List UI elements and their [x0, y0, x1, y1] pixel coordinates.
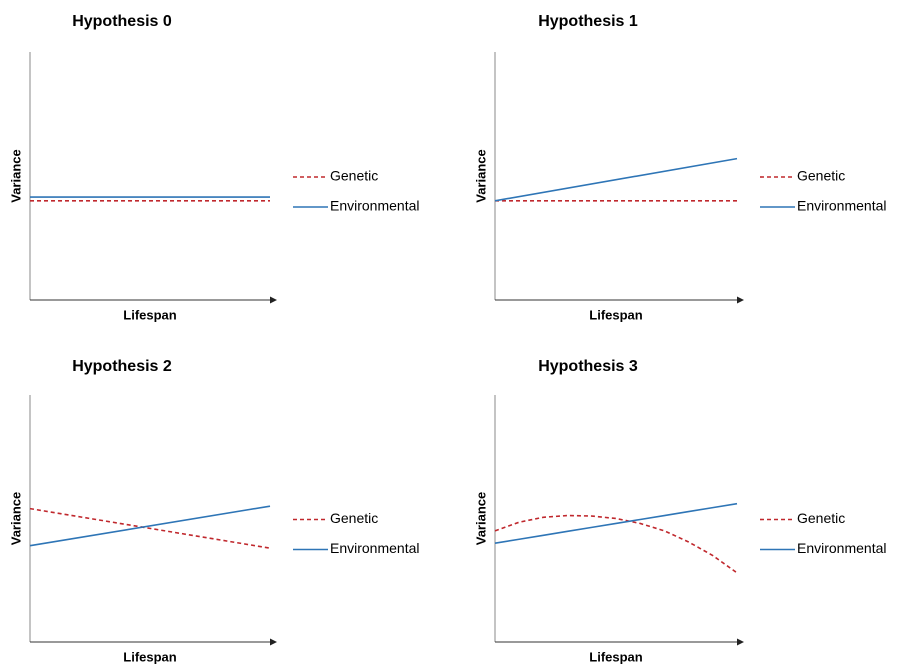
series-line: [494, 157, 738, 202]
series-line: [494, 502, 738, 544]
chart-title: Hypothesis 2: [72, 358, 172, 375]
x-axis-label: Lifespan: [123, 649, 177, 664]
chart-title: Hypothesis 0: [72, 13, 172, 30]
legend-label: Environmental: [330, 540, 420, 556]
y-axis-label: Variance: [473, 149, 488, 203]
x-axis-label: Lifespan: [589, 307, 643, 322]
y-axis-label: Variance: [8, 492, 23, 546]
chart-title: Hypothesis 3: [538, 358, 638, 375]
y-axis-label: Variance: [473, 492, 488, 546]
y-axis-label: Variance: [8, 149, 23, 203]
chart-panel: Hypothesis 3 Lifespan Variance Genetic Envir…: [473, 358, 886, 664]
series-line: [29, 505, 271, 547]
legend-label: Genetic: [797, 510, 845, 526]
legend-label: Environmental: [797, 540, 887, 556]
x-axis-arrow: [737, 296, 744, 304]
x-axis-arrow: [737, 638, 744, 646]
legend-label: Genetic: [330, 510, 378, 526]
x-axis-label: Lifespan: [589, 649, 643, 664]
x-axis-arrow: [270, 296, 277, 304]
chart-panel: Hypothesis 2 Lifespan Variance Genetic Envir…: [8, 358, 419, 664]
legend-label: Environmental: [330, 198, 420, 214]
legend-label: Environmental: [797, 198, 887, 214]
legend-label: Genetic: [330, 168, 378, 184]
series-line: [494, 514, 738, 574]
chart-title: Hypothesis 1: [538, 13, 638, 30]
chart-panel: Hypothesis 0 Lifespan Variance Genetic Envir…: [8, 13, 419, 322]
x-axis-label: Lifespan: [123, 307, 177, 322]
series-line: [29, 507, 271, 549]
x-axis-arrow: [270, 638, 277, 646]
legend-label: Genetic: [797, 168, 845, 184]
chart-panel: Hypothesis 1 Lifespan Variance Genetic Envir…: [473, 13, 886, 322]
